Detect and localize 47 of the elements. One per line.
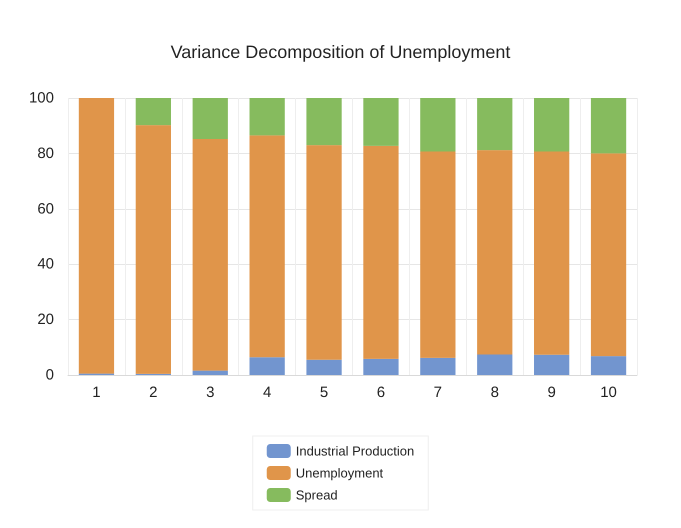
bar xyxy=(477,98,512,150)
bar xyxy=(306,360,342,375)
x-tick-label: 6 xyxy=(376,384,386,401)
bar xyxy=(363,146,399,359)
bar xyxy=(590,356,626,375)
y-tick-label: 60 xyxy=(37,200,54,218)
bar xyxy=(477,354,512,375)
legend-label: Spread xyxy=(296,488,338,502)
bar xyxy=(363,358,399,375)
bar xyxy=(420,151,456,358)
bar xyxy=(306,145,342,360)
bar xyxy=(363,98,399,146)
y-tick-label: 40 xyxy=(37,256,54,273)
bar xyxy=(590,98,626,154)
x-tick-label: 1 xyxy=(92,384,101,401)
bar xyxy=(192,138,228,371)
bar xyxy=(534,98,570,152)
x-tick-label: 8 xyxy=(490,384,499,401)
x-tick-label: 3 xyxy=(206,384,214,401)
y-tick-label: 20 xyxy=(37,311,54,328)
bar xyxy=(420,98,456,152)
x-tick-label: 10 xyxy=(600,384,617,401)
bar xyxy=(250,98,285,136)
legend-label: Unemployment xyxy=(296,466,384,480)
x-tick-label: 9 xyxy=(547,384,556,401)
bar xyxy=(477,150,512,354)
x-tick-label: 4 xyxy=(262,384,272,401)
bar xyxy=(192,370,228,375)
chart-title: Variance Decomposition of Unemployment xyxy=(170,42,510,62)
bar xyxy=(534,354,570,375)
bar xyxy=(192,98,228,139)
bar xyxy=(136,98,171,126)
bar xyxy=(78,98,114,374)
x-tick-label: 7 xyxy=(434,384,442,401)
x-tick-label: 2 xyxy=(149,384,158,401)
legend-label: Industrial Production xyxy=(296,444,414,458)
bar xyxy=(590,153,626,356)
y-tick-label: 0 xyxy=(46,366,54,384)
bar xyxy=(250,135,285,358)
x-tick-label: 5 xyxy=(320,384,328,401)
bar xyxy=(534,151,570,355)
y-tick-label: 100 xyxy=(28,90,54,106)
y-tick-label: 80 xyxy=(37,144,54,162)
bar xyxy=(136,125,171,374)
bar xyxy=(306,98,342,146)
bar xyxy=(420,358,456,375)
bar xyxy=(250,357,285,375)
